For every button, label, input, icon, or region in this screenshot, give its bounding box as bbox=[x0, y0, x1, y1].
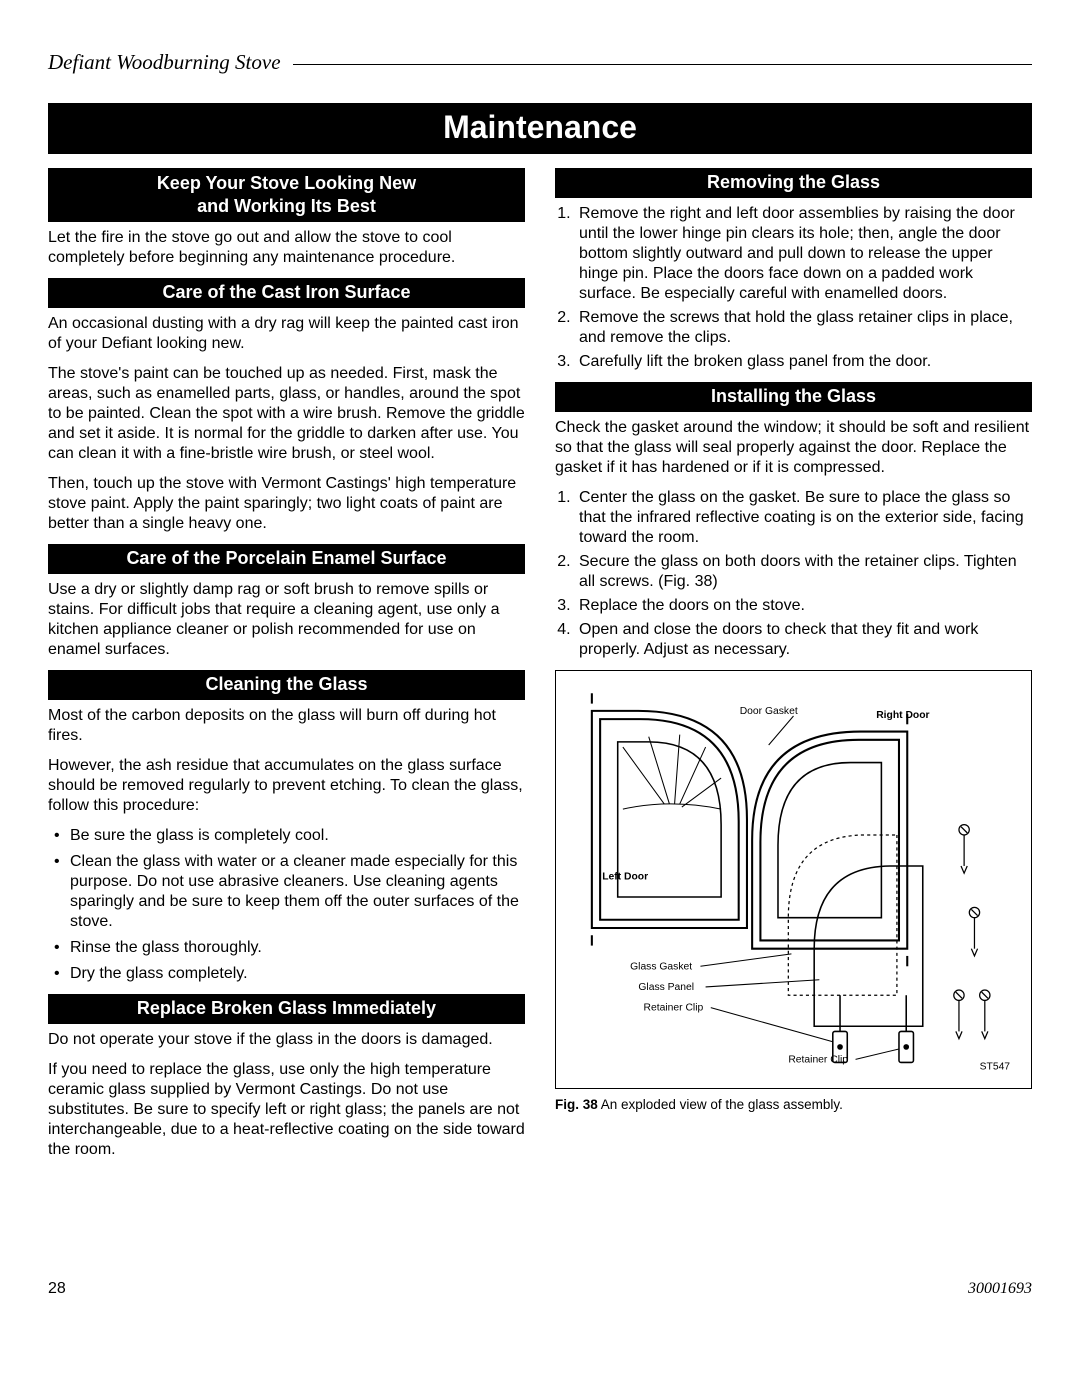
subhead-porcelain: Care of the Porcelain Enamel Surface bbox=[48, 544, 525, 574]
ordered-list: Remove the right and left door assemblie… bbox=[555, 204, 1032, 372]
fig-label-right-door: Right Door bbox=[876, 710, 929, 721]
para: Let the fire in the stove go out and all… bbox=[48, 228, 525, 268]
figure-box: Door Gasket Right Door Left Door Glass G… bbox=[555, 670, 1032, 1089]
list-item: Open and close the doors to check that t… bbox=[575, 620, 1032, 660]
caption-bold: Fig. 38 bbox=[555, 1097, 598, 1112]
subhead-cast-iron: Care of the Cast Iron Surface bbox=[48, 278, 525, 308]
fig-label-retainer1: Retainer Clip bbox=[644, 1003, 704, 1014]
subhead-installing-glass: Installing the Glass bbox=[555, 382, 1032, 412]
para: Check the gasket around the window; it s… bbox=[555, 418, 1032, 478]
page-number: 28 bbox=[48, 1280, 66, 1298]
list-item: Dry the glass completely. bbox=[48, 964, 525, 984]
para: If you need to replace the glass, use on… bbox=[48, 1060, 525, 1160]
subhead-keep-new: Keep Your Stove Looking New and Working … bbox=[48, 168, 525, 222]
figure-caption: Fig. 38 An exploded view of the glass as… bbox=[555, 1097, 1032, 1114]
page-footer: 28 30001693 bbox=[48, 1280, 1032, 1298]
header-title: Defiant Woodburning Stove bbox=[48, 50, 281, 75]
list-item: Remove the right and left door assemblie… bbox=[575, 204, 1032, 304]
subhead-line1: Keep Your Stove Looking New bbox=[157, 173, 416, 193]
list-item: Be sure the glass is completely cool. bbox=[48, 826, 525, 846]
para: The stove's paint can be touched up as n… bbox=[48, 364, 525, 464]
list-item: Rinse the glass thoroughly. bbox=[48, 938, 525, 958]
left-column: Keep Your Stove Looking New and Working … bbox=[48, 162, 525, 1170]
figure-diagram: Door Gasket Right Door Left Door Glass G… bbox=[566, 685, 1021, 1078]
ordered-list: Center the glass on the gasket. Be sure … bbox=[555, 488, 1032, 660]
list-item: Replace the doors on the stove. bbox=[575, 596, 1032, 616]
list-item: Remove the screws that hold the glass re… bbox=[575, 308, 1032, 348]
para: However, the ash residue that accumulate… bbox=[48, 756, 525, 816]
fig-label-retainer2: Retainer Clip bbox=[788, 1054, 848, 1065]
caption-text: An exploded view of the glass assembly. bbox=[598, 1097, 843, 1112]
subhead-replace-broken: Replace Broken Glass Immediately bbox=[48, 994, 525, 1024]
para: An occasional dusting with a dry rag wil… bbox=[48, 314, 525, 354]
fig-label-door-gasket: Door Gasket bbox=[740, 706, 798, 717]
two-column-layout: Keep Your Stove Looking New and Working … bbox=[48, 162, 1032, 1170]
list-item: Clean the glass with water or a cleaner … bbox=[48, 852, 525, 932]
fig-label-glass-gasket: Glass Gasket bbox=[630, 961, 692, 972]
para: Most of the carbon deposits on the glass… bbox=[48, 706, 525, 746]
section-banner: Maintenance bbox=[48, 103, 1032, 154]
subhead-removing-glass: Removing the Glass bbox=[555, 168, 1032, 198]
fig-label-left-door: Left Door bbox=[602, 871, 648, 882]
fig-code: ST547 bbox=[980, 1062, 1011, 1073]
subhead-cleaning-glass: Cleaning the Glass bbox=[48, 670, 525, 700]
fig-label-glass-panel: Glass Panel bbox=[638, 982, 694, 993]
page-header: Defiant Woodburning Stove bbox=[48, 50, 1032, 75]
header-rule bbox=[293, 64, 1032, 66]
list-item: Secure the glass on both doors with the … bbox=[575, 552, 1032, 592]
subhead-line2: and Working Its Best bbox=[197, 196, 376, 216]
doc-number: 30001693 bbox=[968, 1280, 1032, 1298]
right-column: Removing the Glass Remove the right and … bbox=[555, 162, 1032, 1170]
para: Then, touch up the stove with Vermont Ca… bbox=[48, 474, 525, 534]
bullet-list: Be sure the glass is completely cool. Cl… bbox=[48, 826, 525, 984]
para: Use a dry or slightly damp rag or soft b… bbox=[48, 580, 525, 660]
para: Do not operate your stove if the glass i… bbox=[48, 1030, 525, 1050]
list-item: Carefully lift the broken glass panel fr… bbox=[575, 352, 1032, 372]
list-item: Center the glass on the gasket. Be sure … bbox=[575, 488, 1032, 548]
